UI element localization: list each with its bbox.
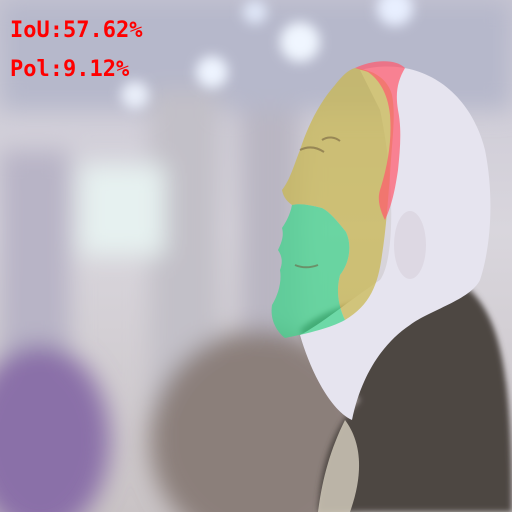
bokeh-lights (121, 0, 413, 109)
pol-metric-label: Pol:9.12% (10, 57, 130, 82)
mask-false-positive (271, 204, 350, 338)
scarf (318, 420, 360, 512)
mask-true-positive (282, 68, 394, 320)
ear (394, 211, 426, 279)
facial-features (294, 136, 341, 269)
mask-false-negative (355, 61, 405, 220)
iou-metric-label: IoU:57.62% (10, 18, 143, 43)
